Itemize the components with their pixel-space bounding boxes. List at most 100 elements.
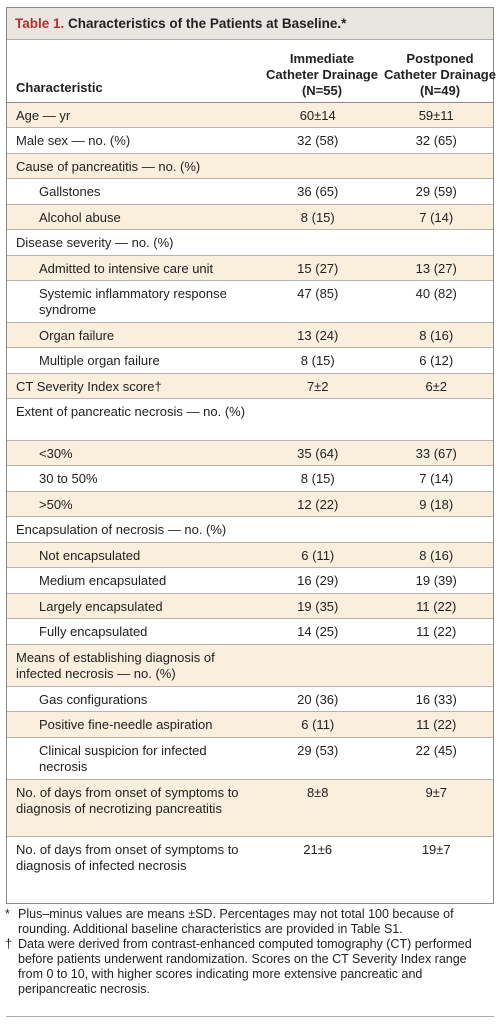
row-label: 30 to 50% — [39, 471, 98, 486]
footnote-symbol: † — [5, 937, 12, 951]
row-value-postponed: 7 (14) — [419, 471, 454, 486]
row-label: Extent of pancreatic necrosis — no. (%) — [16, 404, 246, 419]
row-value-immediate: 29 (53) — [297, 743, 339, 758]
table-row: Encapsulation of necrosis — no. (%) — [7, 517, 493, 543]
row-label: Largely encapsulated — [39, 599, 163, 614]
row-label: CT Severity Index score† — [16, 379, 162, 394]
table-row: Medium encapsulated 16 (29) 19 (39) — [7, 568, 493, 594]
header-col1-line3: (N=55) — [301, 83, 343, 98]
row-value-immediate: 8 (15) — [300, 353, 335, 368]
footnote: † Data were derived from contrast-enhanc… — [5, 937, 495, 997]
row-label: Multiple organ failure — [39, 353, 160, 368]
row-label: Means of establishing diagnosis of infec… — [16, 650, 215, 681]
row-value-postponed: 8 (16) — [419, 328, 454, 343]
row-value-postponed — [379, 517, 493, 522]
row-value-postponed — [379, 645, 493, 650]
row-label: Gallstones — [39, 184, 101, 199]
row-value-immediate: 14 (25) — [297, 624, 339, 639]
row-value-immediate — [256, 399, 379, 404]
row-label: Disease severity — no. (%) — [16, 235, 174, 250]
row-label: Encapsulation of necrosis — no. (%) — [16, 522, 227, 537]
row-label: Admitted to intensive care unit — [39, 261, 214, 276]
row-value-postponed — [379, 154, 493, 159]
row-value-postponed: 8 (16) — [419, 548, 454, 563]
row-label: Fully encapsulated — [39, 624, 148, 639]
header-col2-line2: Catheter Drainage — [384, 67, 496, 82]
row-label: Cause of pancreatitis — no. (%) — [16, 159, 201, 174]
row-value-immediate: 35 (64) — [297, 446, 339, 461]
row-label: Alcohol abuse — [39, 210, 121, 225]
table-row: Organ failure 13 (24) 8 (16) — [7, 323, 493, 348]
row-value-immediate: 6 (11) — [301, 717, 335, 732]
row-value-immediate: 13 (24) — [297, 328, 339, 343]
table-row: Gas configurations 20 (36) 16 (33) — [7, 687, 493, 712]
table-row: Largely encapsulated 19 (35) 11 (22) — [7, 594, 493, 619]
table-title: Table 1. Characteristics of the Patients… — [7, 8, 493, 40]
row-value-immediate: 19 (35) — [297, 599, 339, 614]
row-value-postponed: 7 (14) — [419, 210, 454, 225]
table-row: Multiple organ failure 8 (15) 6 (12) — [7, 348, 493, 374]
table-row: Systemic inflammatory response syndrome 4… — [7, 281, 493, 323]
header-postponed-drainage: Postponed Catheter Drainage (N=49) — [383, 51, 497, 99]
row-value-immediate — [256, 517, 379, 522]
row-value-immediate: 8±8 — [306, 785, 329, 800]
row-value-immediate: 36 (65) — [297, 184, 339, 199]
table-row: >50% 12 (22) 9 (18) — [7, 492, 493, 517]
row-label: No. of days from onset of symptoms to di… — [16, 785, 239, 816]
row-value-postponed: 19 (39) — [415, 573, 457, 588]
row-value-immediate: 8 (15) — [300, 210, 335, 225]
row-value-postponed: 33 (67) — [415, 446, 457, 461]
row-value-immediate: 21±6 — [303, 842, 333, 857]
table-row: Gallstones 36 (65) 29 (59) — [7, 179, 493, 205]
row-value-immediate — [256, 154, 379, 159]
row-value-immediate: 32 (58) — [297, 133, 339, 148]
table-row: Alcohol abuse 8 (15) 7 (14) — [7, 205, 493, 230]
row-label: Positive fine-needle aspiration — [39, 717, 213, 732]
row-value-postponed: 9 (18) — [419, 497, 454, 512]
table-row: 30 to 50% 8 (15) 7 (14) — [7, 466, 493, 492]
table-row: Means of establishing diagnosis of infec… — [7, 645, 493, 687]
row-label: Clinical suspicion for infected necrosis — [39, 743, 207, 774]
table-title-text: Characteristics of the Patients at Basel… — [68, 16, 347, 31]
row-value-postponed: 6±2 — [425, 379, 448, 394]
row-label: Systemic inflammatory response syndrome — [39, 286, 227, 317]
row-value-immediate: 6 (11) — [301, 548, 335, 563]
row-value-postponed: 6 (12) — [419, 353, 454, 368]
row-value-postponed: 11 (22) — [416, 717, 457, 732]
row-value-immediate: 12 (22) — [297, 497, 339, 512]
row-value-immediate: 7±2 — [306, 379, 329, 394]
row-value-postponed: 32 (65) — [415, 133, 457, 148]
table-row: No. of days from onset of symptoms to di… — [7, 837, 493, 893]
row-label: Gas configurations — [39, 692, 148, 707]
row-value-postponed — [379, 230, 493, 235]
table-row: Not encapsulated 6 (11) 8 (16) — [7, 543, 493, 568]
row-value-postponed: 11 (22) — [416, 599, 457, 614]
footnote-text: Data were derived from contrast-enhanced… — [18, 937, 472, 996]
row-value-immediate: 15 (27) — [297, 261, 339, 276]
header-col2-line3: (N=49) — [419, 83, 461, 98]
header-col2-line1: Postponed — [406, 51, 474, 66]
row-label: No. of days from onset of symptoms to di… — [16, 842, 239, 873]
row-label: >50% — [39, 497, 73, 512]
row-label: Not encapsulated — [39, 548, 141, 563]
row-value-postponed: 22 (45) — [415, 743, 457, 758]
table-row: <30% 35 (64) 33 (67) — [7, 441, 493, 466]
row-value-postponed: 19±7 — [421, 842, 451, 857]
table-header: Characteristic Immediate Catheter Draina… — [7, 40, 496, 103]
footnote-symbol: * — [5, 907, 10, 921]
row-value-immediate: 47 (85) — [297, 286, 339, 301]
table-row: Disease severity — no. (%) — [7, 230, 493, 256]
table-footnotes: * Plus–minus values are means ±SD. Perce… — [5, 907, 495, 997]
footnote: * Plus–minus values are means ±SD. Perce… — [5, 907, 495, 937]
row-value-postponed: 29 (59) — [415, 184, 457, 199]
baseline-table: Table 1. Characteristics of the Patients… — [6, 7, 496, 904]
table-row: No. of days from onset of symptoms to di… — [7, 780, 493, 837]
row-value-immediate — [256, 645, 379, 650]
header-characteristic: Characteristic — [16, 80, 103, 95]
table-row: Extent of pancreatic necrosis — no. (%) — [7, 399, 493, 441]
footnote-text: Plus–minus values are means ±SD. Percent… — [18, 907, 454, 936]
row-label: Age — yr — [16, 108, 71, 123]
row-value-postponed: 16 (33) — [415, 692, 457, 707]
table-number: Table 1. — [15, 16, 65, 31]
table-row: Clinical suspicion for infected necrosis… — [7, 738, 493, 780]
